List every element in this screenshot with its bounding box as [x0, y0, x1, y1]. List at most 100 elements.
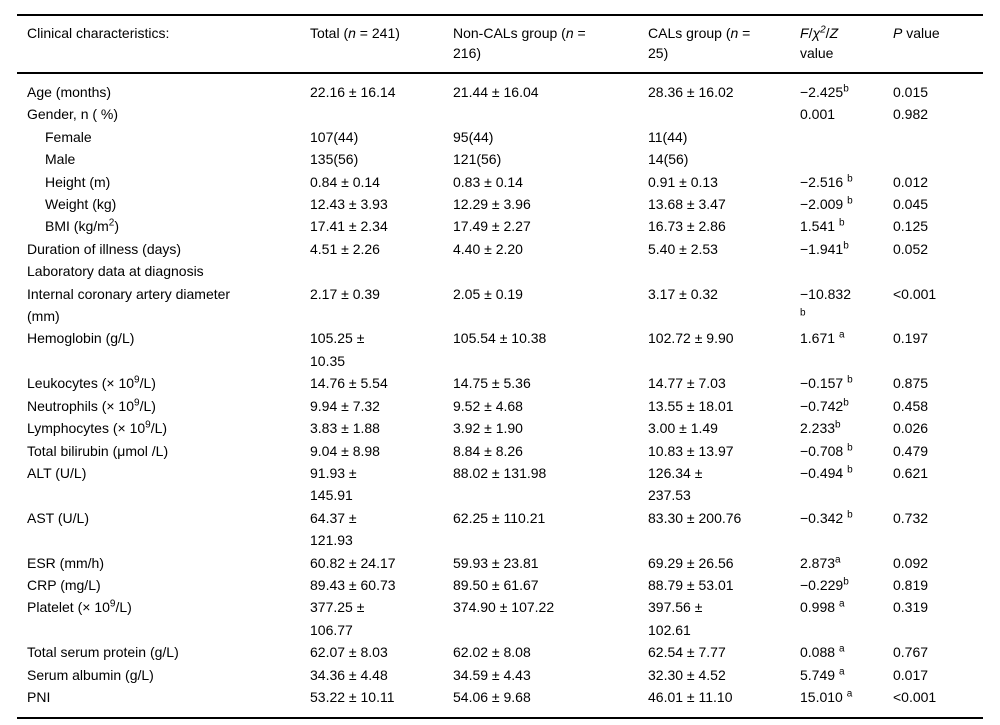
cell-total — [310, 260, 453, 282]
cell-non-cals: 4.40 ± 2.20 — [453, 240, 523, 257]
text-part: Lymphocytes (× 10 — [27, 420, 146, 437]
cell-total: 62.07 ± 8.03 — [310, 644, 388, 661]
cell-p-value: 0.092 — [893, 554, 929, 571]
cell-p-value: 0.732 — [893, 509, 929, 526]
table-row: AST (U/L) 64.37 ± 121.93 62.25 ± 110.21 83.… — [17, 507, 983, 552]
cell-cals: 3.00 ± 1.49 — [648, 420, 718, 437]
cell-total: 22.16 ± 16.14 — [310, 84, 396, 100]
table-row: Age (months) 22.16 ± 16.14 21.44 ± 16.04 28… — [17, 73, 983, 103]
cell-total: 105.25 ± 10.35 — [310, 330, 365, 369]
row-label: ALT (U/L) — [27, 464, 87, 481]
table-row: Height (m) 0.84 ± 0.14 0.83 ± 0.14 0.91 ± 0… — [17, 171, 983, 193]
cell-stat-value: −0.708 b — [800, 440, 893, 462]
table-row: ALT (U/L) 91.93 ± 145.91 88.02 ± 131.98 126… — [17, 462, 983, 507]
cell-cals: 83.30 ± 200.76 — [648, 509, 742, 526]
text-part: = 241) — [355, 25, 400, 41]
cell-non-cals: 9.52 ± 4.68 — [453, 397, 523, 414]
stat-number: 2.873 — [800, 554, 836, 571]
table-header: Clinical characteristics: Total (n = 241)… — [17, 15, 983, 73]
cell-p-value: 0.012 — [893, 173, 929, 190]
cell-stat-value — [800, 126, 893, 148]
cell-stat-value — [800, 260, 893, 282]
stat-superscript-marker: a — [838, 329, 845, 341]
row-label: Weight (kg) — [45, 196, 117, 213]
stat-superscript-marker: a — [838, 665, 845, 677]
cell-non-cals: 62.25 ± 110.21 — [453, 509, 546, 526]
col-header-non-cals-group: Non-CALs group (n = 216) — [453, 15, 648, 73]
cell-stat-value: −2.425b — [800, 73, 893, 103]
stat-superscript-marker: b — [843, 83, 849, 95]
text-part: /L) — [139, 375, 156, 392]
cell-stat-value: 0.998 a — [800, 596, 893, 641]
text-part: /L) — [139, 397, 156, 414]
cell-p-value — [893, 126, 983, 148]
cell-total: 4.51 ± 2.26 — [310, 240, 380, 257]
cell-p-value: 0.045 — [893, 196, 929, 213]
cell-cals: 16.73 ± 2.86 — [648, 218, 726, 235]
cell-stat-value: −0.157 b — [800, 372, 893, 394]
table-row: Lymphocytes (× 109/L) 3.83 ± 1.88 3.92 ± 1… — [17, 417, 983, 439]
stat-number: −2.516 — [800, 173, 844, 190]
cell-total: 12.43 ± 3.93 — [310, 196, 388, 213]
table-row: Hemoglobin (g/L) 105.25 ± 10.35 105.54 ± 1… — [17, 327, 983, 372]
cell-stat-value: 2.873a — [800, 552, 893, 574]
table-row: PNI 53.22 ± 10.11 54.06 ± 9.68 46.01 ± 11.1… — [17, 686, 983, 718]
col-header-f-chi2-z-value: F/χ2/Z value — [800, 15, 893, 73]
cell-p-value: 0.982 — [893, 106, 929, 123]
text-part: Platelet (× 10 — [27, 599, 110, 616]
text-part: 216) — [453, 45, 482, 61]
row-label: Lymphocytes (× 109/L) — [17, 417, 310, 439]
row-label: Female — [45, 128, 92, 145]
stat-superscript-marker: b — [838, 217, 845, 229]
row-label: Gender, n ( %) — [27, 106, 119, 123]
cell-stat-value: 2.233b — [800, 417, 893, 439]
cell-cals: 102.72 ± 9.90 — [648, 330, 734, 347]
row-label: Leukocytes (× 109/L) — [17, 372, 310, 394]
text-part: / — [825, 25, 830, 41]
clinical-characteristics-table: Clinical characteristics: Total (n = 241)… — [17, 14, 983, 720]
stat-number: −0.708 — [800, 442, 844, 459]
text-part: / — [808, 25, 813, 41]
cell-non-cals: 121(56) — [453, 151, 502, 168]
cell-cals: 397.56 ± 102.61 — [648, 599, 703, 638]
row-label: Platelet (× 109/L) — [17, 596, 310, 641]
col-header-p-value: P value — [893, 15, 983, 73]
cell-non-cals: 3.92 ± 1.90 — [453, 420, 523, 437]
cell-total: 2.17 ± 0.39 — [310, 285, 380, 302]
stat-number: −10.832 — [800, 285, 851, 302]
superscript-text: 2 — [820, 24, 826, 36]
stat-superscript-marker: b — [847, 509, 853, 521]
text-part: 25) — [648, 45, 669, 61]
table-row: Gender, n ( %) 0.001 0.982 — [17, 103, 983, 125]
cell-stat-value: 15.010 a — [800, 686, 893, 718]
cell-non-cals: 54.06 ± 9.68 — [453, 688, 531, 705]
cell-stat-value: −2.516 b — [800, 171, 893, 193]
cell-cals: 69.29 ± 26.56 — [648, 554, 734, 571]
cell-stat-value: 1.671 a — [800, 327, 893, 372]
cell-p-value: <0.001 — [893, 285, 937, 302]
stat-number: 1.541 — [800, 218, 836, 235]
cell-cals: 11(44) — [648, 128, 688, 145]
cell-p-value — [893, 260, 983, 282]
row-label: PNI — [27, 688, 51, 705]
cell-non-cals: 0.83 ± 0.14 — [453, 173, 523, 190]
row-label: Hemoglobin (g/L) — [27, 330, 135, 347]
cell-cals: 3.17 ± 0.32 — [648, 285, 718, 302]
table-row: Female 107(44) 95(44) 11(44) — [17, 126, 983, 148]
cell-p-value: 0.479 — [893, 442, 929, 459]
stat-number: −1.941 — [800, 240, 844, 257]
table-row: Leukocytes (× 109/L) 14.76 ± 5.54 14.75 ± … — [17, 372, 983, 394]
stat-superscript-marker: b — [847, 374, 853, 386]
text-part: /L) — [115, 599, 132, 616]
row-label: Total bilirubin (μmol /L) — [27, 442, 169, 459]
header-row: Clinical characteristics: Total (n = 241)… — [17, 15, 983, 73]
text-part: CALs group ( — [648, 25, 731, 41]
cell-cals: 13.55 ± 18.01 — [648, 397, 734, 414]
cell-p-value: 0.767 — [893, 644, 929, 661]
cell-stat-value: 0.001 — [800, 106, 836, 123]
cell-total: 34.36 ± 4.48 — [310, 666, 388, 683]
cell-stat-value: −0.494 b — [800, 462, 893, 507]
cell-cals — [648, 103, 800, 125]
stat-number: 2.233 — [800, 420, 836, 437]
